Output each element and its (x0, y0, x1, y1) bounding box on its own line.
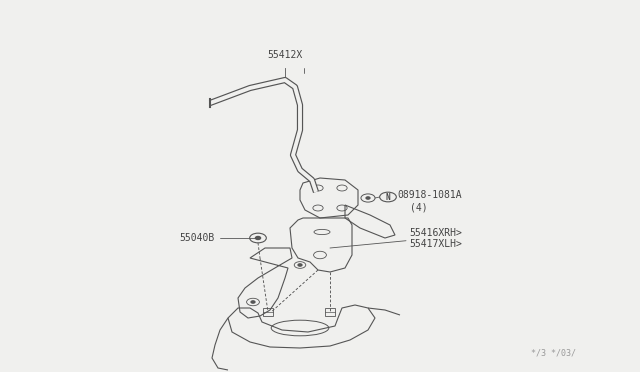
Text: 08918-1081A: 08918-1081A (397, 190, 462, 200)
Text: (4): (4) (410, 202, 428, 212)
Text: 55417XLH>: 55417XLH> (409, 239, 462, 249)
Text: 55412X: 55412X (268, 50, 303, 60)
Circle shape (255, 237, 260, 240)
Text: */3 */03/: */3 */03/ (531, 348, 576, 357)
Text: N: N (386, 192, 390, 202)
Circle shape (366, 197, 370, 199)
Circle shape (251, 301, 255, 303)
Text: 55416XRH>: 55416XRH> (409, 228, 462, 238)
Text: 55040B: 55040B (180, 233, 215, 243)
Circle shape (298, 264, 302, 266)
